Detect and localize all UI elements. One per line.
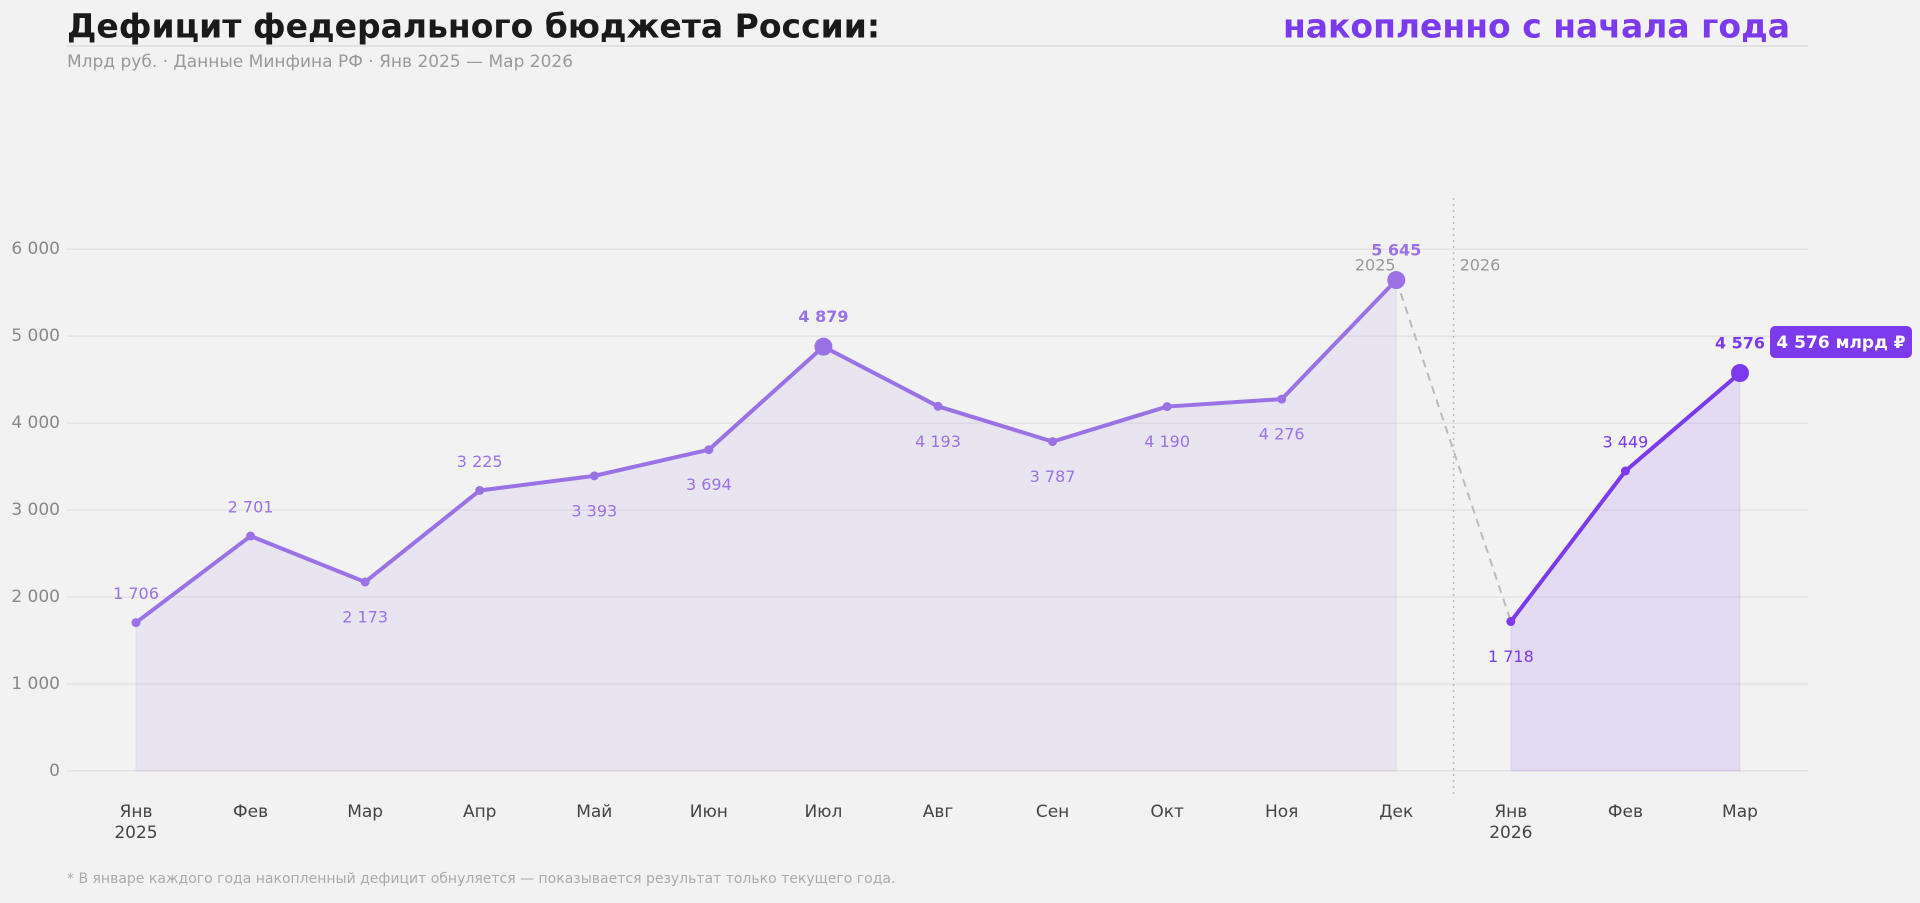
point	[933, 401, 943, 411]
data-label: 1 718	[1488, 647, 1534, 666]
point	[1620, 466, 1630, 476]
point	[814, 337, 833, 356]
y-tick-label: 2 000	[11, 587, 60, 607]
data-label: 2 701	[228, 498, 274, 517]
point	[1162, 402, 1172, 412]
data-label: 4 879	[798, 307, 848, 326]
point	[1731, 364, 1749, 382]
data-label: 4 193	[915, 432, 961, 451]
y-tick-label: 6 000	[11, 239, 60, 259]
x-tick-label: Янв	[1494, 802, 1527, 822]
y-tick-label: 3 000	[11, 500, 60, 520]
x-tick-label: Июн	[690, 802, 728, 822]
chart-title-highlight: накопленно с начала года	[1283, 7, 1790, 46]
data-label: 3 393	[571, 501, 617, 520]
data-label: 3 787	[1030, 467, 1076, 486]
point	[704, 445, 714, 455]
y-tick-label: 0	[49, 761, 60, 781]
x-tick-label: Фев	[233, 802, 268, 822]
badge-bg	[1770, 326, 1912, 358]
data-label: 2 173	[342, 607, 388, 626]
data-label: 3 449	[1603, 433, 1649, 452]
y-tick-label: 4 000	[11, 413, 60, 433]
point	[1387, 271, 1406, 290]
data-label: 4 576	[1715, 334, 1765, 353]
x-tick-label: Апр	[463, 802, 497, 822]
data-label: 5 645	[1371, 241, 1421, 260]
area	[135, 278, 1397, 772]
point	[246, 531, 256, 541]
line	[134, 278, 1398, 625]
x-tick-label: Фев	[1608, 802, 1643, 822]
badge: 4 576 млрд ₽	[1776, 333, 1905, 353]
data-label: 1 706	[113, 584, 159, 603]
x-year-label: 2025	[114, 823, 157, 843]
x-tick-label: Июл	[804, 802, 842, 822]
x-tick-label: Мар	[347, 802, 383, 822]
point	[1506, 617, 1516, 627]
y-tick-label: 1 000	[11, 674, 60, 694]
period-label: 2026	[1460, 256, 1501, 275]
x-year-label: 2026	[1489, 823, 1532, 843]
period-label: 2025	[1355, 256, 1396, 275]
x-tick-label: Дек	[1379, 802, 1413, 822]
footnote: * В январе каждого года накопленный дефи…	[67, 871, 895, 887]
x-tick-label: Авг	[923, 802, 954, 822]
data-label: 3 225	[457, 452, 503, 471]
x-tick-label: Сен	[1036, 802, 1069, 822]
point	[475, 485, 485, 495]
x-tick-label: Мар	[1722, 802, 1758, 822]
data-label: 4 190	[1144, 432, 1190, 451]
period-connector	[1395, 279, 1512, 622]
point	[589, 471, 599, 481]
x-tick-label: Окт	[1150, 802, 1184, 822]
chart-title: Дефицит федерального бюджета России:	[67, 7, 880, 46]
point	[1048, 437, 1058, 447]
x-tick-label: Янв	[120, 802, 153, 822]
x-tick-label: Ноя	[1265, 802, 1298, 822]
data-label: 4 276	[1259, 425, 1305, 444]
point	[360, 577, 370, 587]
point	[1277, 394, 1287, 404]
y-tick-label: 5 000	[11, 326, 60, 346]
data-label: 3 694	[686, 475, 732, 494]
x-tick-label: Май	[576, 802, 612, 822]
point	[131, 618, 141, 628]
subtitle: Млрд руб. · Данные Минфина РФ · Янв 2025…	[67, 52, 573, 72]
